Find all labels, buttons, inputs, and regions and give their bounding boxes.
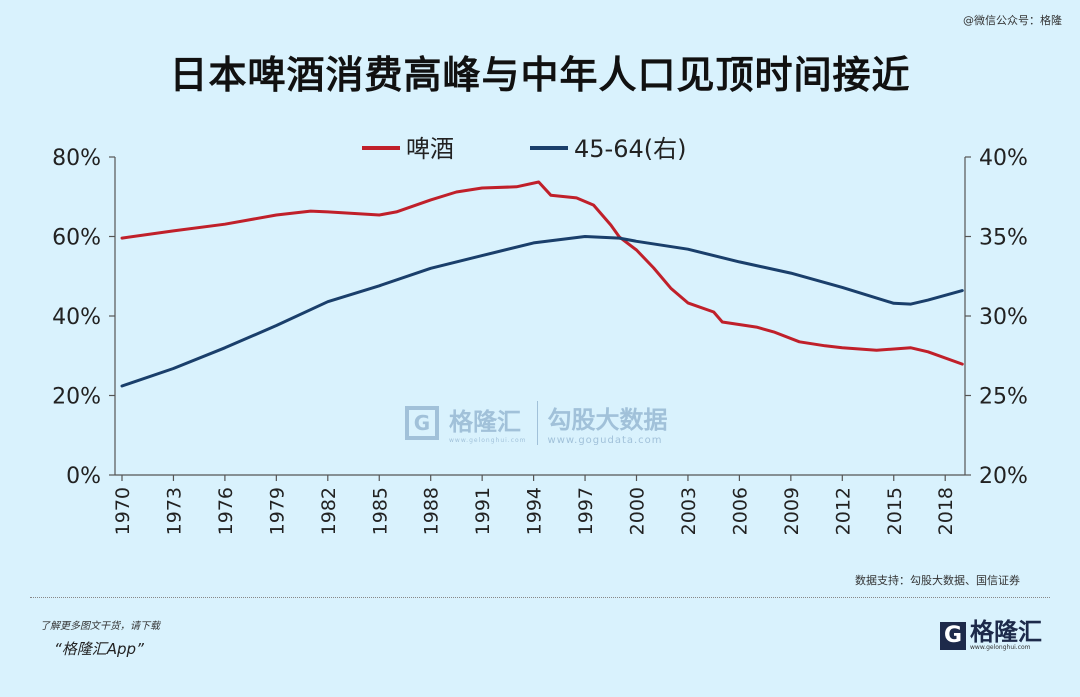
x-tick-label: 1988 <box>421 487 443 535</box>
left-tick-label: 20% <box>52 385 101 410</box>
promo-app-name: “格隆汇App” <box>54 640 144 658</box>
right-tick-label: 20% <box>979 464 1028 489</box>
x-tick-label: 2009 <box>781 487 803 535</box>
x-tick-label: 1994 <box>524 487 546 535</box>
watermark-partner: 勾股大数据 <box>547 406 668 434</box>
legend-label: 啤酒 <box>406 135 454 163</box>
x-tick-label: 2003 <box>678 487 700 535</box>
gelonghui-logo: G 格隆汇 www.gelonghui.com <box>940 620 1042 651</box>
x-tick-label: 1979 <box>266 487 288 535</box>
series-line-population <box>120 235 964 388</box>
divider <box>30 597 1050 598</box>
left-tick-label: 40% <box>52 305 101 330</box>
x-tick-label: 1997 <box>575 487 597 535</box>
promo-text: 了解更多图文干货，请下载 <box>40 621 160 632</box>
right-tick-label: 30% <box>979 305 1028 330</box>
x-tick-label: 1982 <box>318 487 340 535</box>
gelonghui-logo-icon: G <box>405 406 439 440</box>
logo-mark-icon: G <box>940 621 966 650</box>
watermark-partner-url: www.gogudata.com <box>547 435 663 446</box>
watermark-brand-url: www.gelonghui.com <box>449 437 527 444</box>
wechat-watermark: @微信公众号：格隆 <box>963 14 1062 27</box>
x-tick-label: 1985 <box>369 487 391 535</box>
watermark-divider <box>536 401 538 445</box>
left-tick-label: 60% <box>52 226 101 251</box>
legend-label: 45-64(右) <box>574 135 686 163</box>
x-tick-label: 1973 <box>163 487 185 535</box>
x-tick-label: 2000 <box>627 487 649 535</box>
logo-url: www.gelonghui.com <box>970 644 1031 651</box>
x-tick-label: 2006 <box>729 487 751 535</box>
left-tick-label: 0% <box>66 464 101 489</box>
right-tick-label: 40% <box>979 146 1028 171</box>
right-tick-label: 35% <box>979 226 1028 251</box>
data-source: 数据支持：勾股大数据、国信证券 <box>855 574 1020 587</box>
chart-title: 日本啤酒消费高峰与中年人口见顶时间接近 <box>169 53 911 97</box>
x-tick-label: 2018 <box>935 487 957 535</box>
line-chart: 0% 20% 40% 60% 80% 20% 25% 30% 35% 40% 1970 1973 197… <box>52 135 1028 535</box>
x-tick-label: 2015 <box>884 487 906 535</box>
right-tick-label: 25% <box>979 385 1028 410</box>
x-tick-label: 1970 <box>112 487 134 535</box>
watermark-brand: 格隆汇 <box>449 408 521 436</box>
left-tick-label: 80% <box>52 146 101 171</box>
x-tick-label: 2012 <box>832 487 854 535</box>
center-watermark: G 格隆汇 www.gelonghui.com 勾股大数据 www.gogudata… <box>405 400 668 446</box>
x-tick-label: 1976 <box>215 487 237 535</box>
x-tick-label: 1991 <box>472 487 494 535</box>
logo-text: 格隆汇 <box>970 618 1042 646</box>
